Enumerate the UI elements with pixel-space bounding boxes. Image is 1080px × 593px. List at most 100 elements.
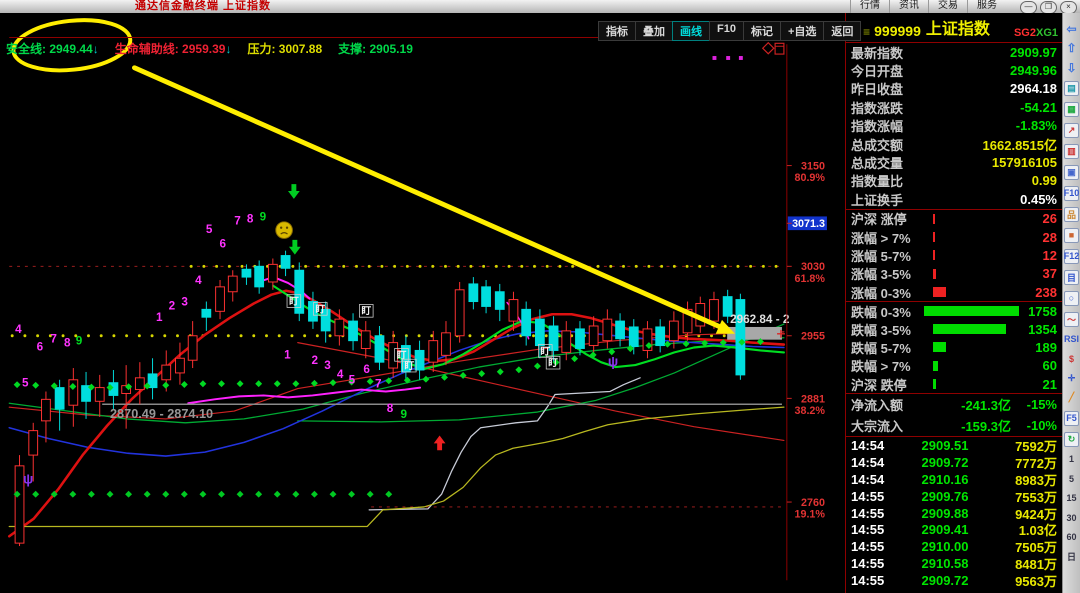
toolbar-button-F10[interactable]: F10 <box>709 21 744 41</box>
dot-level <box>749 264 753 268</box>
toolbar-button-标记[interactable]: 标记 <box>742 21 781 41</box>
dot-level <box>571 264 575 268</box>
market-breadth: 沪深 涨停 26 涨幅 > 7% 28 涨幅 5-7% 12 涨幅 3-5% 37 涨幅 0-3… <box>846 208 1062 394</box>
money-icon[interactable]: $ <box>1068 353 1074 364</box>
stock-name: 上证指数 <box>925 21 990 38</box>
diamond-dot <box>273 380 281 388</box>
dot-level <box>393 264 397 268</box>
candle-body <box>334 318 345 337</box>
move-icon[interactable]: ✛ <box>1067 372 1076 383</box>
quote-row: 指数量比 0.99 <box>846 172 1062 190</box>
period-60min[interactable]: 60 <box>1066 532 1077 543</box>
kline-icon[interactable]: ▥ <box>1064 143 1079 159</box>
breadth-bar <box>933 232 1015 243</box>
diamond-dot <box>106 384 114 391</box>
period-30min[interactable]: 30 <box>1066 512 1077 523</box>
quote-row: 指数涨跌 -54.21 <box>846 98 1062 116</box>
diamond-dot <box>385 490 393 498</box>
f12-button[interactable]: F12 <box>1064 248 1079 264</box>
restore-button[interactable]: ❐ <box>1040 1 1057 14</box>
f10-button[interactable]: F10 <box>1064 185 1079 201</box>
toolbar-button-指标[interactable]: 指标 <box>598 21 636 41</box>
ma-line-7 <box>187 386 422 405</box>
dot-level <box>74 334 78 338</box>
count-number: 5 <box>206 223 213 236</box>
period-5min[interactable]: 5 <box>1068 473 1074 484</box>
info-icon[interactable]: 目 <box>1064 269 1079 285</box>
toolbar-button-+自选[interactable]: +自选 <box>779 21 825 41</box>
trend-line-icon[interactable]: ↗ <box>1064 122 1079 138</box>
page-up-icon[interactable]: ⇧ <box>1066 41 1077 56</box>
dot-level <box>226 334 230 338</box>
diamond-dot <box>533 362 541 370</box>
breadth-label: 沪深 涨停 <box>851 212 907 228</box>
tick-time: 14:55 <box>851 488 885 504</box>
candle-body <box>722 296 733 317</box>
breadth-row: 涨幅 0-3% 238 <box>846 283 1062 301</box>
down-arrow-icon <box>288 239 301 255</box>
count-number: 8 <box>64 337 71 350</box>
axis-price-label: 3150 <box>801 160 825 172</box>
tick-row: 14:54 2910.16 8983万 <box>846 471 1062 488</box>
quote-grid-icon[interactable]: ▦ <box>1064 101 1079 117</box>
candle-body <box>81 385 91 402</box>
dot-level <box>303 334 307 338</box>
sector-tree-icon[interactable]: 品 <box>1064 206 1079 222</box>
refresh-icon[interactable]: ↻ <box>1064 431 1079 447</box>
top-menu-交易[interactable]: 交易 <box>928 0 967 13</box>
breadth-value: 37 <box>1042 266 1057 282</box>
dot-level <box>685 264 689 268</box>
dot-level <box>215 264 219 268</box>
dot-level <box>61 334 65 338</box>
toolbar-button-返回[interactable]: 返回 <box>823 21 862 41</box>
toolbar-button-画线[interactable]: 画线 <box>672 21 710 41</box>
candle-body <box>642 328 653 351</box>
portfolio-icon[interactable]: ■ <box>1064 227 1079 243</box>
dot-level <box>137 334 141 338</box>
breadth-label: 涨幅 3-5% <box>851 267 911 283</box>
rsi-button[interactable]: RSI <box>1064 334 1080 345</box>
candle-body <box>267 263 278 283</box>
f5-button[interactable]: F5 <box>1064 410 1079 426</box>
top-menu-行情[interactable]: 行情 <box>850 0 889 13</box>
candle-body <box>682 308 693 334</box>
count-number: 5 <box>22 377 29 390</box>
sad-face-icon <box>275 221 293 239</box>
multi-window-icon[interactable]: ▣ <box>1064 164 1079 180</box>
report-icon[interactable]: ▤ <box>1064 80 1079 96</box>
toolbar-button-叠加[interactable]: 叠加 <box>635 21 673 41</box>
back-icon[interactable]: ⇦ <box>1066 21 1077 36</box>
dot-level <box>36 334 40 338</box>
menu-burger-icon[interactable]: ≡ <box>863 25 871 39</box>
top-menu-资讯[interactable]: 资讯 <box>889 0 928 13</box>
count-number: 6 <box>363 363 370 376</box>
candle-body <box>428 340 439 363</box>
dot-level <box>380 264 384 268</box>
tick-row: 14:55 2909.41 1.03亿 <box>846 521 1062 538</box>
dot-level <box>240 264 244 268</box>
diamond-dot <box>292 490 300 498</box>
tick-time: 14:55 <box>851 522 885 538</box>
diamond-dot <box>366 490 374 498</box>
count-number: 1 <box>156 311 163 324</box>
diamond-dot <box>87 383 95 391</box>
period-15min[interactable]: 15 <box>1066 493 1077 504</box>
flow-label: 净流入额 <box>851 398 904 414</box>
draw-pencil-icon[interactable]: ╱ <box>1068 392 1075 403</box>
circle-icon[interactable]: ○ <box>1064 290 1079 306</box>
watch-marker-box <box>545 355 561 370</box>
diamond-dot <box>496 368 504 376</box>
wave-icon[interactable]: 〜 <box>1064 311 1079 327</box>
page-down-icon[interactable]: ⇩ <box>1066 60 1077 75</box>
period-1min[interactable]: 1 <box>1068 454 1074 465</box>
candle-body <box>628 326 639 348</box>
top-menu-服务[interactable]: 服务 <box>967 0 1006 13</box>
dot-level <box>239 334 243 338</box>
dot-level <box>494 264 498 268</box>
axis-pct-label: 38.2% <box>794 405 825 417</box>
watch-marker: 盯 <box>548 357 558 369</box>
period-day[interactable]: 日 <box>1066 552 1076 563</box>
indicator-value-2: 压力: 3007.88 <box>247 42 323 56</box>
tick-price: 2909.72 <box>921 455 969 471</box>
